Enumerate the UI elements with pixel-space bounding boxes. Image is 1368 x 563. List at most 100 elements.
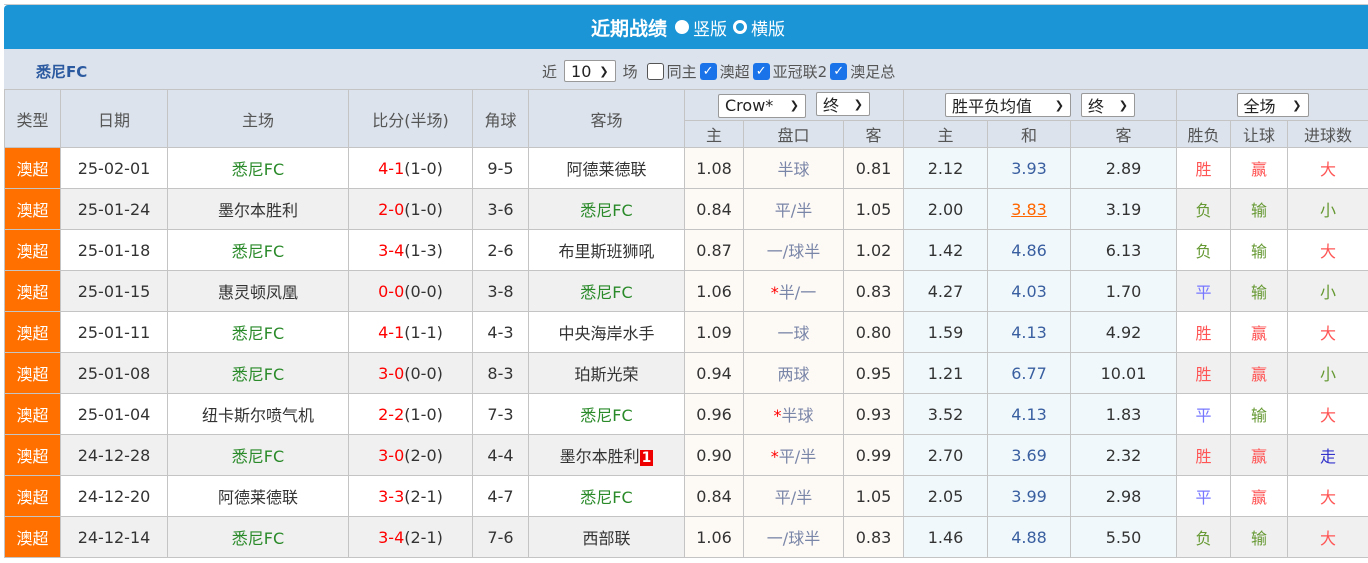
home-cell[interactable]: 悉尼FC <box>167 516 349 558</box>
goals-result-cell: 大 <box>1287 229 1368 271</box>
euro-draw-odds: 4.03 <box>987 270 1071 312</box>
home-cell[interactable]: 悉尼FC <box>167 434 349 476</box>
score-cell: 4-1(1-0) <box>348 147 473 189</box>
home-cell[interactable]: 纽卡斯尔喷气机 <box>167 393 349 435</box>
away-cell[interactable]: 悉尼FC <box>528 393 685 435</box>
table-row[interactable]: 澳超 25-01-15 惠灵顿凤凰 0-0(0-0) 3-8 悉尼FC 1.06 *半/一 0.… <box>4 270 1368 312</box>
corner-cell: 8-3 <box>472 352 529 394</box>
corner-cell: 7-3 <box>472 393 529 435</box>
home-team-name: 悉尼FC <box>231 160 285 179</box>
same-home-label: 同主 <box>666 62 697 81</box>
date-cell: 25-01-11 <box>60 311 168 353</box>
away-cell[interactable]: 悉尼FC <box>528 188 685 230</box>
same-home-checkbox[interactable] <box>646 62 664 80</box>
half-time-score: (2-0) <box>404 445 443 465</box>
euro-away-odds: 6.13 <box>1070 229 1177 271</box>
goals-result-cell: 大 <box>1287 393 1368 435</box>
euro-away-odds: 1.70 <box>1070 270 1177 312</box>
table-row[interactable]: 澳超 25-01-11 悉尼FC 4-1(1-1) 4-3 中央海岸水手 1.09 一球 0.8… <box>4 311 1368 353</box>
corner-cell: 2-6 <box>472 229 529 271</box>
full-time-score: 3-4 <box>378 527 405 547</box>
vertical-radio[interactable] <box>675 20 689 34</box>
table-row[interactable]: 澳超 25-01-18 悉尼FC 3-4(1-3) 2-6 布里斯班狮吼 0.87 一/球半 1… <box>4 229 1368 271</box>
handicap-result-cell: 赢 <box>1230 475 1288 517</box>
chevron-down-icon: ❯ <box>599 64 609 78</box>
star-icon: * <box>770 283 779 302</box>
full-time-score: 3-0 <box>378 363 405 383</box>
table-row[interactable]: 澳超 25-01-08 悉尼FC 3-0(0-0) 8-3 珀斯光荣 0.94 两球 0.95 1… <box>4 352 1368 394</box>
home-cell[interactable]: 墨尔本胜利 <box>167 188 349 230</box>
euro-draw-odds-link[interactable]: 3.83 <box>1011 199 1047 219</box>
home-cell[interactable]: 悉尼FC <box>167 229 349 271</box>
corner-cell: 9-5 <box>472 147 529 189</box>
goals-result-cell: 大 <box>1287 147 1368 189</box>
table-row[interactable]: 澳超 25-01-24 墨尔本胜利 2-0(1-0) 3-6 悉尼FC 0.84 平/半 1.0… <box>4 188 1368 230</box>
corner-cell: 4-3 <box>472 311 529 353</box>
company-select[interactable]: Crow* ❯ <box>718 93 806 118</box>
euro-home-odds: 1.59 <box>903 311 988 353</box>
home-team-name: 墨尔本胜利 <box>217 201 298 220</box>
league1-checkbox[interactable]: ✓ <box>699 62 717 80</box>
full-time-score: 3-4 <box>378 240 405 260</box>
away-cell[interactable]: 墨尔本胜利 1 <box>528 434 685 476</box>
table-row[interactable]: 澳超 25-01-04 纽卡斯尔喷气机 2-2(1-0) 7-3 悉尼FC 0.96 *半球 0… <box>4 393 1368 435</box>
away-cell[interactable]: 阿德莱德联 <box>528 147 685 189</box>
goals-result-cell: 大 <box>1287 516 1368 558</box>
goals-result-cell: 小 <box>1287 352 1368 394</box>
table-row[interactable]: 澳超 24-12-28 悉尼FC 3-0(2-0) 4-4 墨尔本胜利 1 0.90 *平/半 0… <box>4 434 1368 476</box>
asian-away-odds: 0.83 <box>843 270 904 312</box>
home-team-name: 悉尼FC <box>231 447 285 466</box>
handicap-result-cell: 输 <box>1230 393 1288 435</box>
home-cell[interactable]: 悉尼FC <box>167 352 349 394</box>
euro-away-odds: 2.32 <box>1070 434 1177 476</box>
score-cell: 3-0(0-0) <box>348 352 473 394</box>
vertical-label: 竖版 <box>693 19 727 40</box>
away-cell[interactable]: 中央海岸水手 <box>528 311 685 353</box>
near-label: 近 <box>542 62 558 81</box>
away-cell[interactable]: 悉尼FC <box>528 475 685 517</box>
period-select[interactable]: 全场 ❯ <box>1236 93 1309 117</box>
horizontal-radio[interactable] <box>733 20 747 34</box>
away-cell[interactable]: 西部联 <box>528 516 685 558</box>
home-cell[interactable]: 阿德莱德联 <box>167 475 349 517</box>
goals-result-cell: 小 <box>1287 270 1368 312</box>
goals-result-cell: 大 <box>1287 475 1368 517</box>
half-time-score: (2-1) <box>404 527 443 547</box>
away-team-name: 中央海岸水手 <box>558 324 655 343</box>
asian-home-odds: 1.06 <box>684 270 744 312</box>
half-time-score: (0-0) <box>404 363 443 383</box>
asian-line: 平/半 <box>774 488 813 507</box>
asian-line: 平/半 <box>774 201 813 220</box>
home-cell[interactable]: 惠灵顿凤凰 <box>167 270 349 312</box>
home-team-name: 惠灵顿凤凰 <box>217 283 298 302</box>
asian-away-odds: 1.05 <box>843 475 904 517</box>
match-count-select[interactable]: 10 ❯ <box>564 60 616 82</box>
table-row[interactable]: 澳超 25-02-01 悉尼FC 4-1(1-0) 9-5 阿德莱德联 1.08 半球 0.81… <box>4 147 1368 189</box>
asian-time-select[interactable]: 终 ❯ <box>816 92 870 117</box>
asian-line-cell: 平/半 <box>743 188 844 230</box>
corner-cell: 4-7 <box>472 475 529 517</box>
score-cell: 0-0(0-0) <box>348 270 473 312</box>
full-time-score: 4-1 <box>378 158 405 178</box>
half-time-score: (0-0) <box>404 281 443 301</box>
col-handicap-result: 让球 <box>1230 120 1288 148</box>
home-cell[interactable]: 悉尼FC <box>167 311 349 353</box>
table-row[interactable]: 澳超 24-12-20 阿德莱德联 3-3(2-1) 4-7 悉尼FC 0.84 平/半 1.0… <box>4 475 1368 517</box>
table-row[interactable]: 澳超 24-12-14 悉尼FC 3-4(2-1) 7-6 西部联 1.06 一/球半 0.83… <box>4 516 1368 558</box>
away-cell[interactable]: 悉尼FC <box>528 270 685 312</box>
result-cell: 平 <box>1176 270 1231 312</box>
col-result: 胜负 <box>1176 120 1231 148</box>
euro-type-select[interactable]: 胜平负均值 ❯ <box>945 93 1071 117</box>
asian-line-cell: *半球 <box>743 393 844 435</box>
euro-time-select[interactable]: 终 ❯ <box>1081 93 1135 117</box>
score-cell: 3-0(2-0) <box>348 434 473 476</box>
league2-checkbox[interactable]: ✓ <box>752 62 770 80</box>
league3-checkbox[interactable]: ✓ <box>830 62 848 80</box>
euro-time-value: 终 <box>1088 97 1105 116</box>
asian-line: 半/一 <box>778 283 817 302</box>
home-cell[interactable]: 悉尼FC <box>167 147 349 189</box>
asian-select-cell: Crow* ❯ 终 ❯ <box>684 89 904 121</box>
euro-away-odds: 5.50 <box>1070 516 1177 558</box>
away-cell[interactable]: 珀斯光荣 <box>528 352 685 394</box>
away-cell[interactable]: 布里斯班狮吼 <box>528 229 685 271</box>
